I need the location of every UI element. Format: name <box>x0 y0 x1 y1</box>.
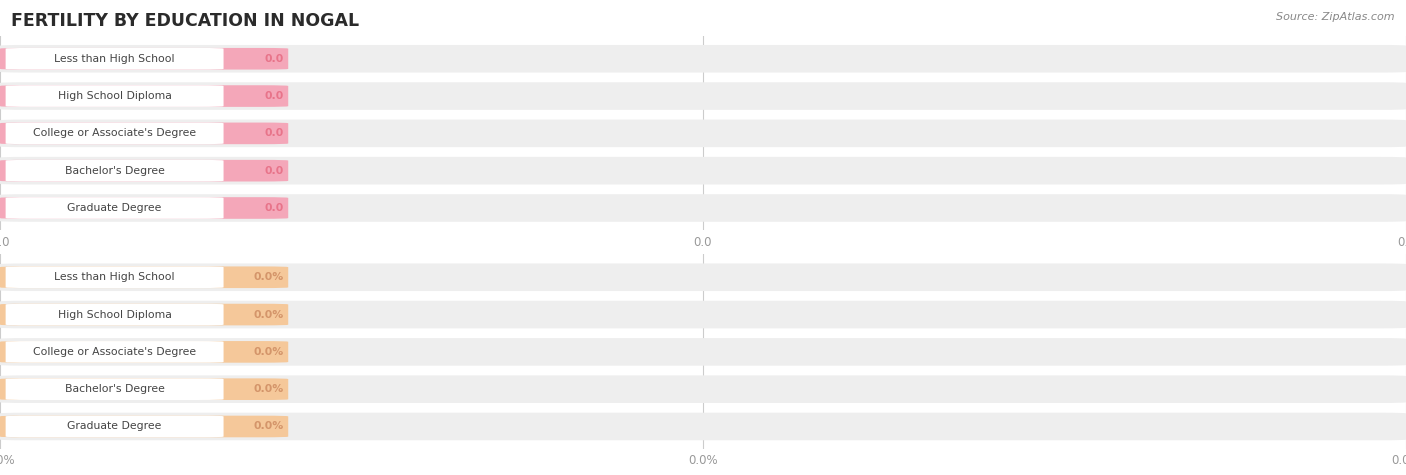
Text: Bachelor's Degree: Bachelor's Degree <box>65 384 165 394</box>
FancyBboxPatch shape <box>6 266 224 288</box>
Text: 0.0: 0.0 <box>264 54 284 64</box>
FancyBboxPatch shape <box>0 338 1406 366</box>
FancyBboxPatch shape <box>0 157 1406 184</box>
FancyBboxPatch shape <box>6 85 224 107</box>
Text: 0.0: 0.0 <box>264 128 284 138</box>
FancyBboxPatch shape <box>6 48 224 69</box>
FancyBboxPatch shape <box>0 375 1406 403</box>
Text: 0.0: 0.0 <box>264 203 284 213</box>
Text: Bachelor's Degree: Bachelor's Degree <box>65 166 165 176</box>
FancyBboxPatch shape <box>0 194 1406 222</box>
FancyBboxPatch shape <box>0 413 1406 440</box>
FancyBboxPatch shape <box>0 120 1406 147</box>
FancyBboxPatch shape <box>6 123 224 144</box>
FancyBboxPatch shape <box>0 123 288 144</box>
FancyBboxPatch shape <box>0 82 1406 110</box>
Text: Graduate Degree: Graduate Degree <box>67 421 162 431</box>
FancyBboxPatch shape <box>0 379 288 400</box>
FancyBboxPatch shape <box>0 416 288 437</box>
Text: 0.0: 0.0 <box>264 166 284 176</box>
FancyBboxPatch shape <box>0 266 288 288</box>
FancyBboxPatch shape <box>0 304 288 325</box>
Text: FERTILITY BY EDUCATION IN NOGAL: FERTILITY BY EDUCATION IN NOGAL <box>11 12 360 30</box>
FancyBboxPatch shape <box>0 45 1406 73</box>
Text: Graduate Degree: Graduate Degree <box>67 203 162 213</box>
FancyBboxPatch shape <box>6 304 224 325</box>
Text: 0.0%: 0.0% <box>253 347 284 357</box>
Text: College or Associate's Degree: College or Associate's Degree <box>32 128 197 138</box>
FancyBboxPatch shape <box>6 197 224 219</box>
Text: Source: ZipAtlas.com: Source: ZipAtlas.com <box>1277 12 1395 22</box>
FancyBboxPatch shape <box>0 85 288 107</box>
Text: High School Diploma: High School Diploma <box>58 91 172 101</box>
Text: 0.0: 0.0 <box>264 91 284 101</box>
Text: 0.0%: 0.0% <box>253 272 284 282</box>
Text: 0.0%: 0.0% <box>253 421 284 431</box>
FancyBboxPatch shape <box>0 341 288 363</box>
Text: Less than High School: Less than High School <box>55 272 174 282</box>
Text: High School Diploma: High School Diploma <box>58 310 172 320</box>
Text: 0.0%: 0.0% <box>253 310 284 320</box>
FancyBboxPatch shape <box>6 341 224 363</box>
Text: College or Associate's Degree: College or Associate's Degree <box>32 347 197 357</box>
FancyBboxPatch shape <box>0 301 1406 328</box>
FancyBboxPatch shape <box>6 160 224 181</box>
FancyBboxPatch shape <box>6 379 224 400</box>
FancyBboxPatch shape <box>0 197 288 219</box>
FancyBboxPatch shape <box>0 264 1406 291</box>
Text: 0.0%: 0.0% <box>253 384 284 394</box>
Text: Less than High School: Less than High School <box>55 54 174 64</box>
FancyBboxPatch shape <box>0 160 288 181</box>
FancyBboxPatch shape <box>6 416 224 437</box>
FancyBboxPatch shape <box>0 48 288 69</box>
